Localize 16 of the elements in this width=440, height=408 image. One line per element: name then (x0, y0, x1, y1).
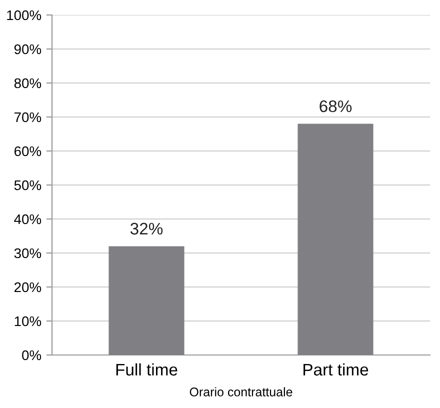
y-tick-label: 50% (14, 180, 42, 190)
x-tick-label: Part time (304, 363, 368, 376)
y-tick-label: 80% (14, 78, 42, 88)
y-tick-label: 40% (14, 214, 42, 224)
y-tick-label: 70% (14, 112, 42, 122)
data-label: 68% (320, 100, 352, 112)
y-tick-label: 30% (14, 248, 42, 258)
y-tick-label: 10% (14, 316, 42, 326)
data-label: 32% (130, 222, 163, 235)
y-tick-label: 90% (14, 44, 42, 54)
x-tick-label: Full time (116, 363, 178, 376)
x-axis-title: Orario contrattuale (190, 387, 292, 396)
y-tick-label: 0% (22, 350, 42, 360)
y-tick-label: 100% (7, 10, 42, 20)
y-tick-label: 20% (14, 282, 42, 292)
y-tick-label: 60% (14, 146, 42, 156)
